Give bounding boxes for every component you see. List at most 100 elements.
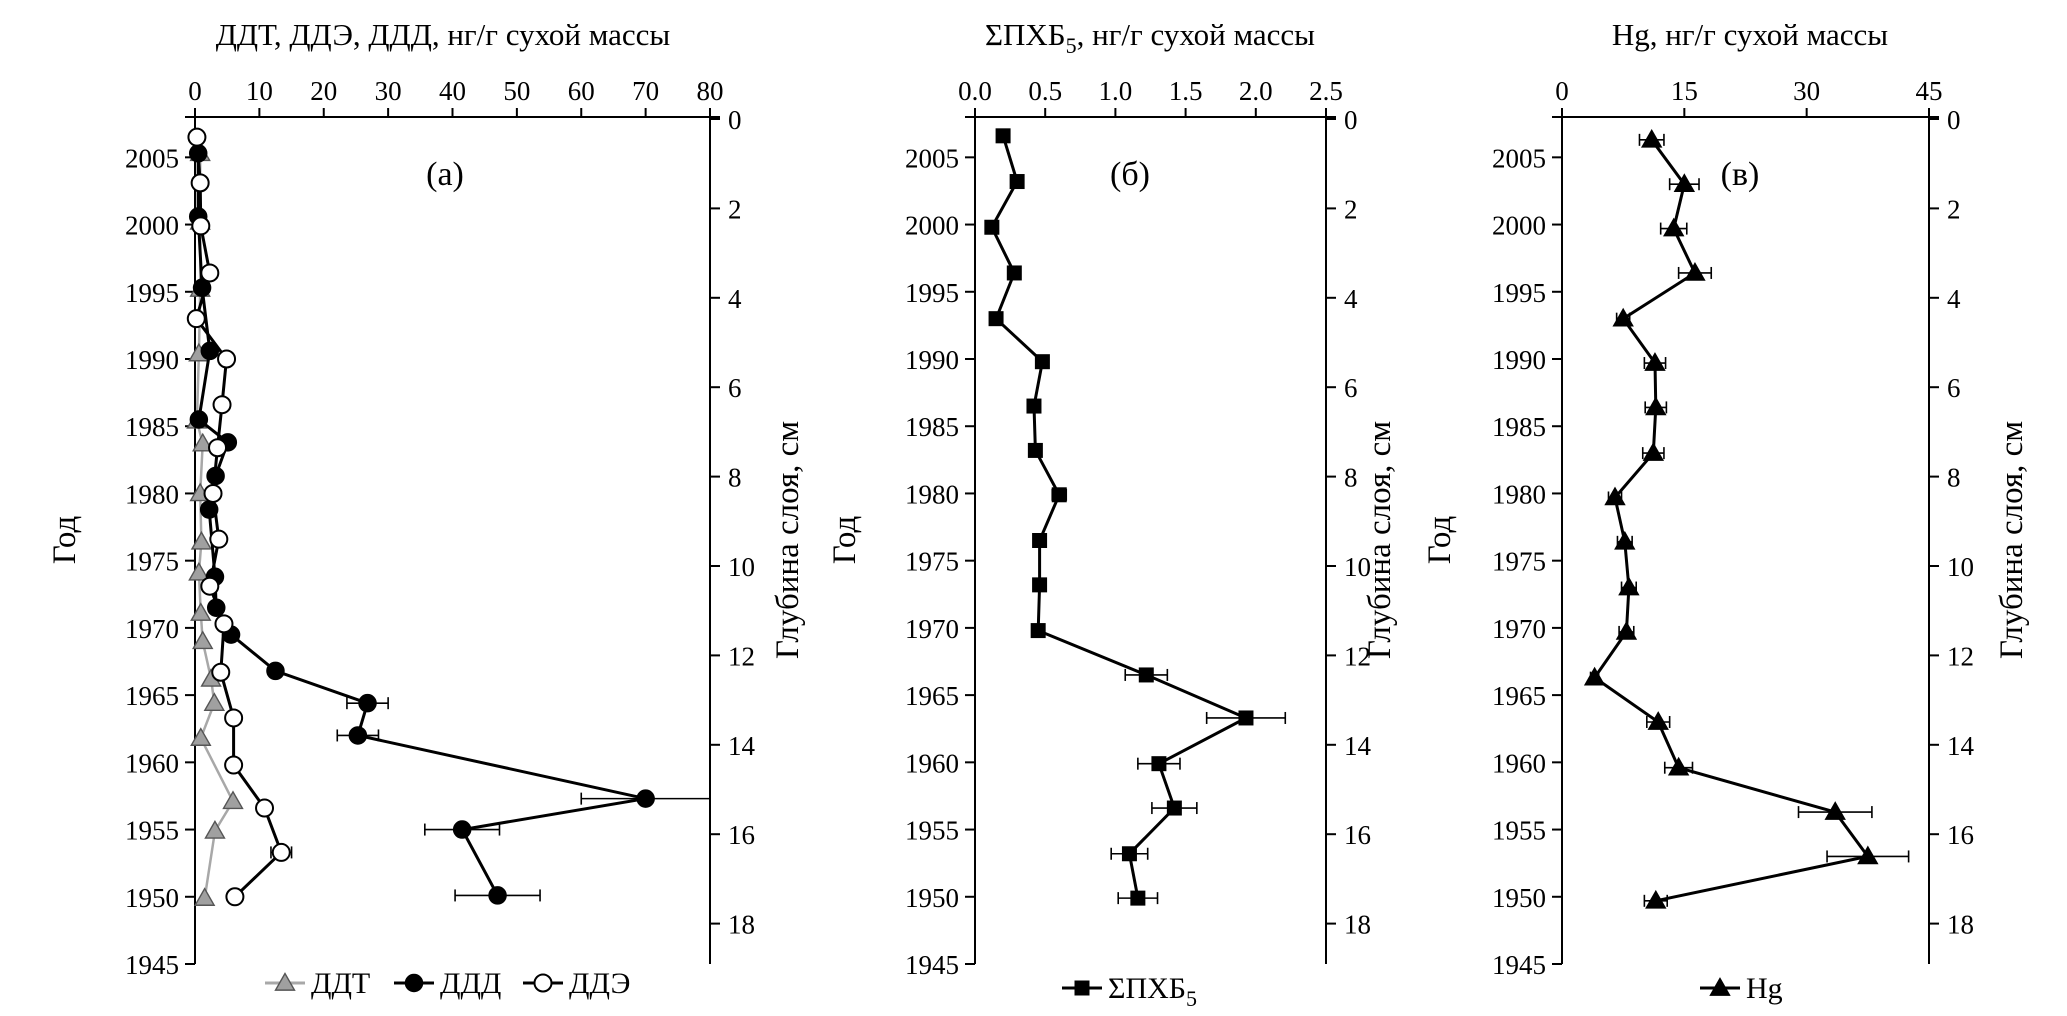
data-point: [1645, 396, 1667, 416]
data-point: [203, 483, 223, 503]
series-hg: [1583, 128, 1910, 909]
data-point: [1612, 307, 1634, 327]
data-point: [1615, 621, 1638, 640]
data-point: [1824, 801, 1846, 820]
data-point: [1641, 128, 1663, 148]
series-ddd: [188, 144, 711, 905]
year-tick-label: 1970: [1492, 614, 1546, 644]
depth-axis-label: Глубина слоя, см: [1362, 421, 1398, 659]
data-point: [192, 630, 214, 650]
depth-tick-label: 2: [728, 194, 742, 224]
x-tick-label: 70: [632, 76, 659, 106]
depth-tick-label: 16: [1947, 820, 1974, 850]
data-point: [1130, 890, 1146, 906]
data-point: [988, 311, 1004, 327]
depth-tick-label: 2: [1947, 194, 1961, 224]
x-tick-label: 40: [439, 76, 466, 106]
year-tick-label: 2000: [905, 211, 959, 241]
year-tick-label: 1975: [1492, 547, 1546, 577]
depth-tick-label: 16: [1344, 820, 1371, 850]
legend-marker: [274, 972, 296, 991]
year-tick-label: 1960: [905, 748, 959, 778]
data-point: [1645, 889, 1667, 909]
depth-axis-label: Глубина слоя, см: [770, 421, 806, 659]
legend-label-text: ДДЭ: [569, 967, 630, 1000]
legend-label: ДДД: [440, 967, 501, 1000]
data-point: [984, 219, 1000, 235]
data-point: [190, 173, 210, 193]
year-tick-label: 2005: [905, 143, 959, 173]
panel-letter: (в): [1721, 156, 1760, 193]
year-axis-label: Год: [1422, 516, 1458, 565]
data-point: [217, 349, 237, 369]
year-tick-label: 1995: [1492, 278, 1546, 308]
year-tick-label: 1995: [905, 278, 959, 308]
depth-tick-label: 6: [1344, 373, 1358, 403]
year-tick-label: 1945: [905, 950, 959, 980]
data-point: [1663, 217, 1685, 237]
legend: Hg: [1700, 972, 1783, 1005]
year-tick-label: 1990: [1492, 345, 1546, 375]
depth-axis-label: Глубина слоя, см: [1994, 421, 2030, 659]
x-tick-label: 45: [1916, 76, 1943, 106]
title-text: ΣПХБ: [985, 17, 1066, 52]
x-tick-label: 1.5: [1169, 76, 1203, 106]
depth-tick-label: 10: [1344, 552, 1371, 582]
data-point: [255, 798, 275, 818]
year-tick-label: 1945: [1492, 950, 1546, 980]
title-subscript: 5: [1066, 33, 1077, 58]
depth-tick-label: 4: [1947, 284, 1961, 314]
depth-tick-label: 14: [728, 731, 756, 761]
year-tick-label: 1990: [125, 345, 179, 375]
data-point: [208, 438, 228, 458]
year-tick-label: 1965: [125, 681, 179, 711]
data-point: [266, 661, 285, 681]
depth-tick-label: 6: [1947, 373, 1961, 403]
depth-tick-label: 8: [728, 463, 742, 493]
x-tick-label: 60: [568, 76, 595, 106]
data-point: [190, 727, 212, 746]
depth-tick-label: 18: [1947, 910, 1974, 940]
data-point: [187, 127, 207, 147]
year-tick-label: 1990: [905, 345, 959, 375]
year-tick-label: 1955: [125, 816, 179, 846]
depth-tick-label: 10: [1947, 552, 1974, 582]
data-point: [1642, 442, 1665, 461]
year-tick-label: 1960: [125, 748, 179, 778]
depth-tick-label: 8: [1947, 463, 1961, 493]
x-tick-label: 2.5: [1309, 76, 1343, 106]
x-tick-label: 30: [375, 76, 402, 106]
panel-title: ДДТ, ДДЭ, ДДД, нг/г сухой массы: [216, 17, 671, 52]
year-tick-label: 1970: [905, 614, 959, 644]
data-point: [1030, 623, 1046, 639]
data-point: [222, 790, 244, 810]
data-point: [1667, 756, 1690, 776]
legend-label: ДДЭ: [569, 967, 630, 1000]
series-line-hg: [1592, 139, 1871, 903]
data-point: [192, 432, 214, 452]
data-point: [193, 887, 216, 906]
year-tick-label: 2005: [125, 143, 179, 173]
x-tick-label: 30: [1793, 76, 1820, 106]
data-point: [1583, 666, 1606, 686]
data-point: [188, 561, 210, 581]
depth-tick-label: 2: [1344, 194, 1358, 224]
data-point: [186, 309, 206, 329]
legend-label-text: Hg: [1746, 972, 1783, 1005]
data-point: [200, 576, 220, 596]
legend-label-subscript: 5: [1186, 986, 1197, 1011]
depth-tick-label: 4: [728, 284, 742, 314]
data-point: [1032, 577, 1048, 593]
legend: ΣПХБ5: [1062, 972, 1197, 1011]
x-tick-label: 50: [503, 76, 530, 106]
x-tick-label: 0.5: [1028, 76, 1062, 106]
data-point: [225, 887, 245, 907]
panel-a: 0 10 20 30 40 50 60 70 8020052000199519901985198…: [47, 17, 806, 1000]
data-point: [1009, 174, 1025, 190]
depth-tick-label: 8: [1344, 463, 1358, 493]
year-tick-label: 1955: [1492, 816, 1546, 846]
x-tick-label: 15: [1671, 76, 1698, 106]
data-point: [224, 755, 244, 775]
data-point: [212, 395, 232, 415]
data-point: [204, 819, 226, 839]
